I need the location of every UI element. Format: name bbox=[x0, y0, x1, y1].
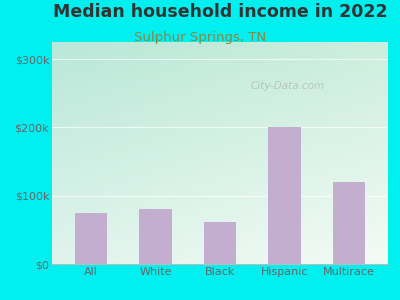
Bar bbox=[268, 128, 301, 264]
Bar bbox=[75, 213, 107, 264]
Title: Median household income in 2022: Median household income in 2022 bbox=[53, 3, 387, 21]
Bar bbox=[139, 209, 172, 264]
Bar bbox=[204, 222, 236, 264]
Text: City-Data.com: City-Data.com bbox=[250, 81, 324, 92]
Text: Sulphur Springs, TN: Sulphur Springs, TN bbox=[134, 32, 266, 44]
Bar bbox=[333, 182, 365, 264]
